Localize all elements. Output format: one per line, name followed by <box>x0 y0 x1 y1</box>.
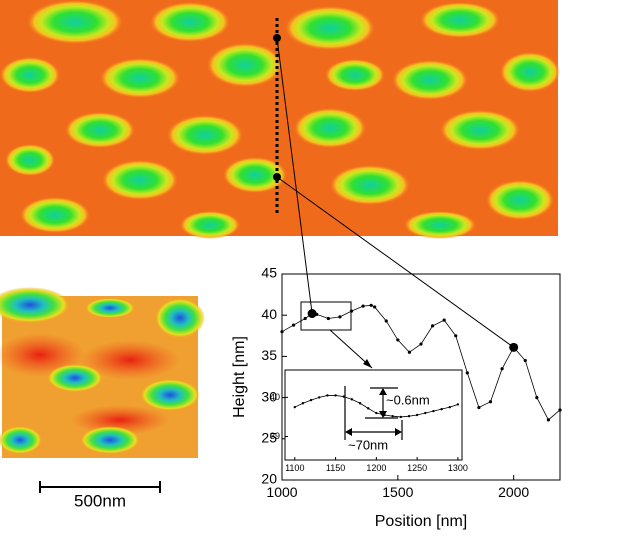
afm-image-bottom <box>0 287 205 458</box>
profile-point <box>309 398 313 402</box>
y-tick-label: 40 <box>270 392 280 402</box>
x-tick-label: 1250 <box>407 463 427 473</box>
profile-point <box>546 418 551 422</box>
profile-point <box>384 319 388 323</box>
y-tick-label: 30 <box>261 388 277 404</box>
profile-point <box>280 330 284 334</box>
profile-point <box>440 407 443 411</box>
profile-point <box>442 318 446 322</box>
x-tick-label: 1500 <box>382 484 413 500</box>
connector <box>276 176 514 348</box>
profile-point <box>291 323 296 327</box>
x-tick-label: 2000 <box>498 484 529 500</box>
profile-point <box>500 367 504 371</box>
profile-point <box>326 316 330 321</box>
annotation: ~0.6nm <box>386 392 430 407</box>
profile-point <box>535 396 539 400</box>
profile-point <box>424 411 427 415</box>
y-tick-label: 20 <box>261 471 277 487</box>
connector <box>276 37 313 314</box>
profile-point <box>456 403 460 406</box>
profile-point <box>326 394 329 397</box>
profile-point <box>396 338 400 342</box>
scale-bar <box>39 481 161 493</box>
profile-point <box>375 411 378 415</box>
plot-frame <box>284 369 463 461</box>
profile-point <box>488 400 493 404</box>
profile-point <box>399 415 403 419</box>
profile-point <box>558 408 562 412</box>
zoom-box <box>300 301 352 331</box>
highlight-point <box>509 342 519 352</box>
profile-point <box>342 395 345 398</box>
arrow-head <box>363 359 372 368</box>
profile-point <box>373 305 377 309</box>
profile-point <box>391 414 394 418</box>
highlight-point <box>307 309 317 319</box>
profile-point <box>448 405 451 409</box>
profile-point <box>358 402 362 405</box>
x-tick-label: 1100 <box>285 463 304 473</box>
profile-point <box>369 303 373 307</box>
profile-point <box>415 413 419 417</box>
profile-point <box>465 371 469 375</box>
x-tick-label: 1150 <box>326 463 345 473</box>
profile-point <box>366 407 370 410</box>
x-tick-label: 1300 <box>448 463 468 473</box>
profile-point <box>318 396 321 399</box>
y-tick-label: 25 <box>261 430 277 446</box>
y-tick-label: 40 <box>261 306 277 322</box>
profile-point <box>301 402 305 405</box>
profile-point <box>430 324 435 328</box>
profile-point <box>350 398 354 401</box>
y-tick-label: 45 <box>261 265 277 281</box>
x-axis-label: Position [nm] <box>375 513 467 530</box>
profile-point <box>407 414 411 418</box>
arrow-head <box>379 388 387 418</box>
profile-point <box>303 316 307 321</box>
profile-point <box>454 334 458 338</box>
profile-point <box>334 394 337 397</box>
scale-bar-label: 500nm <box>74 491 126 510</box>
arrow-head <box>345 428 402 436</box>
y-tick-label: 39 <box>270 431 280 441</box>
x-tick-label: 1200 <box>366 463 386 473</box>
profile-point <box>419 342 423 346</box>
profile-point <box>293 405 296 409</box>
profile-point <box>361 304 365 308</box>
annotation: ~70nm <box>348 437 388 452</box>
x-tick-label: 1000 <box>266 484 297 500</box>
afm-image-top <box>0 0 560 239</box>
profile-point <box>523 358 527 363</box>
y-tick-label: 35 <box>261 347 277 363</box>
profile-point <box>432 409 435 413</box>
y-axis-label: Height [nm] <box>231 336 248 418</box>
profile-point <box>338 315 342 319</box>
profile-point <box>477 405 481 410</box>
profile-point <box>407 350 412 354</box>
